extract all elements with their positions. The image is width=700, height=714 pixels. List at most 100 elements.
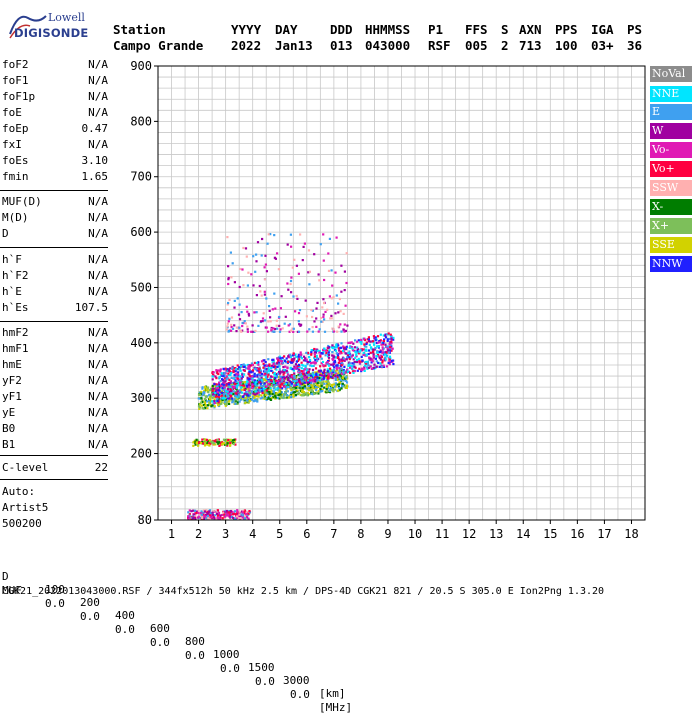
echo-point bbox=[211, 371, 214, 374]
echo-point bbox=[216, 372, 219, 375]
echo-point bbox=[330, 363, 333, 366]
echo-point bbox=[219, 514, 222, 517]
echo-point bbox=[208, 397, 211, 400]
echo-point bbox=[335, 368, 338, 371]
echo-point bbox=[187, 517, 190, 521]
echo-point bbox=[336, 375, 339, 379]
param-name: M(D) bbox=[2, 211, 29, 224]
echo-point bbox=[220, 401, 223, 404]
echo-point bbox=[231, 386, 234, 389]
echo-point bbox=[334, 312, 337, 315]
echo-point bbox=[251, 370, 254, 373]
echo-point bbox=[310, 392, 313, 395]
echo-point bbox=[267, 383, 270, 386]
echo-point bbox=[205, 400, 208, 403]
x-tick-label: 2 bbox=[195, 527, 202, 541]
echo-point bbox=[310, 308, 313, 312]
echo-point bbox=[289, 377, 292, 380]
echo-point bbox=[291, 327, 294, 330]
echo-point bbox=[227, 511, 230, 514]
echo-point bbox=[253, 386, 256, 389]
echo-point bbox=[333, 385, 336, 388]
echo-point bbox=[370, 361, 373, 364]
echo-point bbox=[331, 376, 334, 380]
echo-point bbox=[197, 397, 200, 400]
echo-point bbox=[280, 382, 283, 385]
echo-point bbox=[295, 366, 298, 369]
echo-point bbox=[209, 440, 212, 443]
echo-point bbox=[353, 370, 356, 373]
echo-point bbox=[233, 324, 236, 327]
echo-point bbox=[264, 263, 267, 266]
x-tick-label: 16 bbox=[570, 527, 584, 541]
echo-point bbox=[192, 517, 195, 520]
echo-point bbox=[220, 372, 223, 375]
echo-point bbox=[220, 394, 223, 397]
echo-point bbox=[225, 384, 228, 387]
echo-point bbox=[303, 355, 306, 358]
echo-point bbox=[278, 368, 281, 371]
echo-point bbox=[270, 366, 273, 369]
echo-point bbox=[308, 377, 311, 380]
echo-point bbox=[225, 328, 228, 331]
echo-point bbox=[321, 388, 324, 391]
echo-point bbox=[221, 513, 224, 517]
echo-point bbox=[387, 349, 390, 352]
echo-point bbox=[229, 510, 232, 513]
echo-point bbox=[216, 391, 219, 394]
echo-point bbox=[235, 516, 239, 519]
echo-point bbox=[236, 297, 239, 300]
param-value: N/A bbox=[88, 106, 108, 119]
echo-point bbox=[334, 356, 337, 359]
echo-point bbox=[283, 377, 286, 380]
echo-point bbox=[308, 381, 311, 384]
echo-point bbox=[224, 367, 227, 370]
echo-point bbox=[358, 367, 361, 370]
echo-point bbox=[327, 269, 331, 272]
echo-point bbox=[277, 363, 280, 366]
echo-point bbox=[338, 297, 341, 301]
echo-point bbox=[337, 371, 340, 374]
echo-point bbox=[216, 385, 219, 388]
echo-point bbox=[268, 305, 271, 308]
echo-point bbox=[205, 395, 208, 398]
echo-point bbox=[241, 324, 244, 328]
echo-point bbox=[316, 357, 319, 360]
echo-point bbox=[345, 381, 349, 384]
echo-point bbox=[339, 310, 342, 313]
echo-point bbox=[263, 392, 267, 395]
echo-point bbox=[303, 376, 306, 379]
echo-point bbox=[279, 307, 282, 310]
echo-point bbox=[338, 349, 341, 352]
echo-point bbox=[263, 266, 266, 269]
echo-point bbox=[378, 365, 381, 368]
echo-point bbox=[256, 381, 259, 384]
header-value-axn: 713 bbox=[519, 38, 542, 53]
echo-point bbox=[272, 390, 275, 393]
echo-point bbox=[325, 378, 328, 381]
echo-point bbox=[304, 378, 307, 381]
echo-point bbox=[256, 388, 259, 391]
echo-point bbox=[384, 343, 387, 346]
echo-point bbox=[374, 347, 377, 350]
echo-point bbox=[224, 372, 227, 375]
echo-point bbox=[319, 354, 322, 357]
echo-point bbox=[232, 399, 235, 402]
echo-point bbox=[362, 351, 365, 355]
echo-point bbox=[309, 364, 312, 367]
echo-point bbox=[208, 444, 211, 447]
echo-point bbox=[363, 339, 367, 342]
echo-point bbox=[334, 361, 337, 364]
echo-point bbox=[339, 346, 342, 350]
echo-point bbox=[201, 400, 204, 404]
echo-point bbox=[344, 386, 347, 389]
echo-point bbox=[333, 355, 336, 358]
echo-point bbox=[306, 330, 309, 333]
echo-point bbox=[214, 384, 217, 387]
echo-point bbox=[230, 329, 233, 332]
echo-point bbox=[235, 330, 238, 333]
echo-point bbox=[265, 385, 268, 388]
header-value-iga: 03+ bbox=[591, 38, 614, 53]
echo-point bbox=[303, 385, 307, 388]
echo-point bbox=[287, 355, 290, 358]
